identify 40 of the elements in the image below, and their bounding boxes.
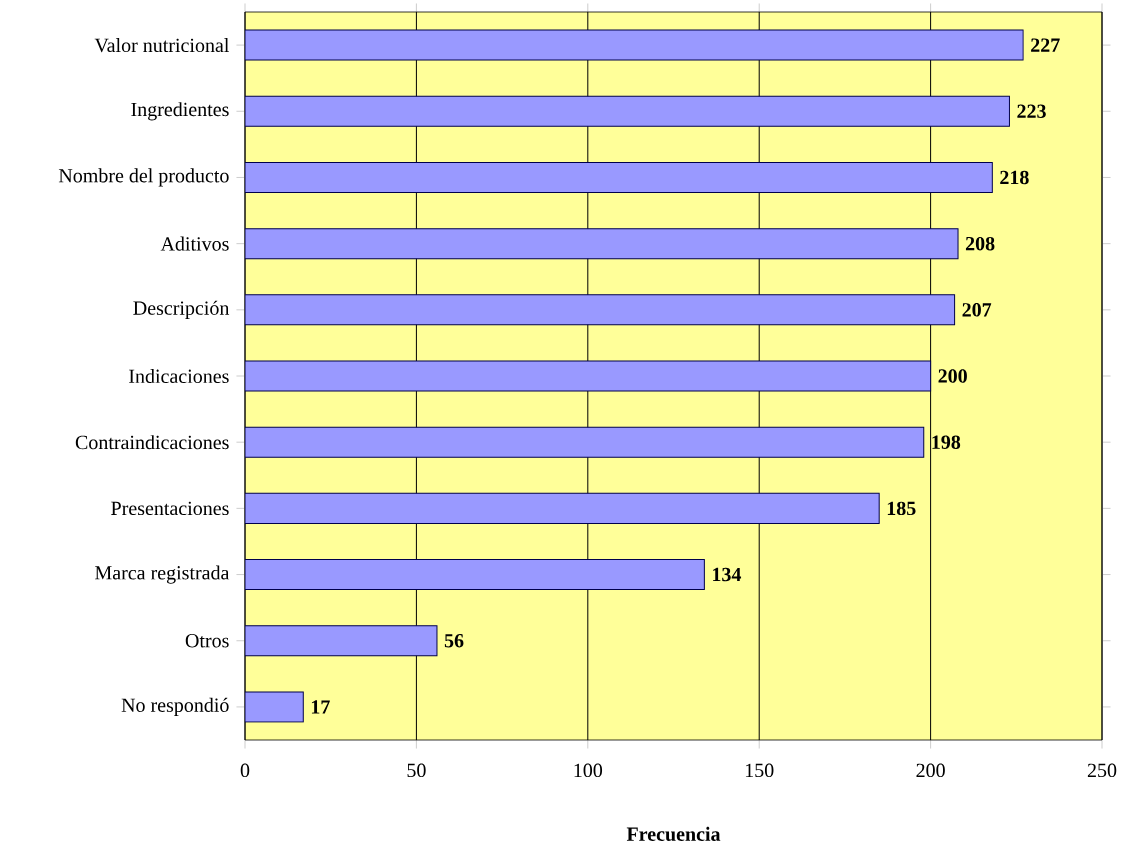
y-tick-label: No respondió <box>121 697 229 717</box>
bar <box>245 29 1024 61</box>
bar <box>245 625 438 657</box>
y-tick-label: Otros <box>185 634 229 648</box>
data-label: 227 <box>1031 38 1060 52</box>
y-tick-label: Aditivos <box>160 236 229 251</box>
y-tick-label: Nombre del producto <box>58 168 229 187</box>
y-tick-label: Marca registrada <box>95 565 230 584</box>
data-label: 200 <box>938 369 967 383</box>
x-tick-label: 150 <box>745 763 774 778</box>
y-tick-label: Presentaciones <box>111 501 229 516</box>
bar <box>245 691 304 723</box>
y-tick-label: Indicaciones <box>129 368 229 384</box>
bar <box>245 492 880 524</box>
bar <box>245 161 993 193</box>
y-tick-label: Ingredientes <box>131 102 229 121</box>
data-label: 207 <box>962 303 992 317</box>
bar <box>245 360 932 392</box>
x-tick-label: 0 <box>240 763 250 778</box>
data-label: 223 <box>1017 104 1046 118</box>
data-label: 134 <box>713 567 742 582</box>
bar <box>245 426 925 458</box>
x-tick-label: 50 <box>407 763 426 778</box>
data-label: 17 <box>311 700 330 714</box>
y-tick-label: Contraindicaciones <box>75 435 229 450</box>
bar <box>245 294 956 326</box>
bar <box>245 559 705 591</box>
y-tick-label: Valor nutricional <box>94 37 229 53</box>
y-tick-label: Descripción <box>133 300 230 319</box>
data-label: 198 <box>932 435 961 449</box>
bar <box>245 95 1010 127</box>
x-tick-label: 200 <box>916 763 945 778</box>
x-tick-label: 250 <box>1087 763 1117 778</box>
x-tick-label: 100 <box>574 763 603 778</box>
data-label: 208 <box>965 236 995 251</box>
data-label: 218 <box>1000 170 1029 185</box>
data-label: 56 <box>444 634 464 648</box>
bar <box>245 228 959 260</box>
x-axis-title: Frecuencia <box>626 826 721 841</box>
data-label: 185 <box>887 501 916 516</box>
